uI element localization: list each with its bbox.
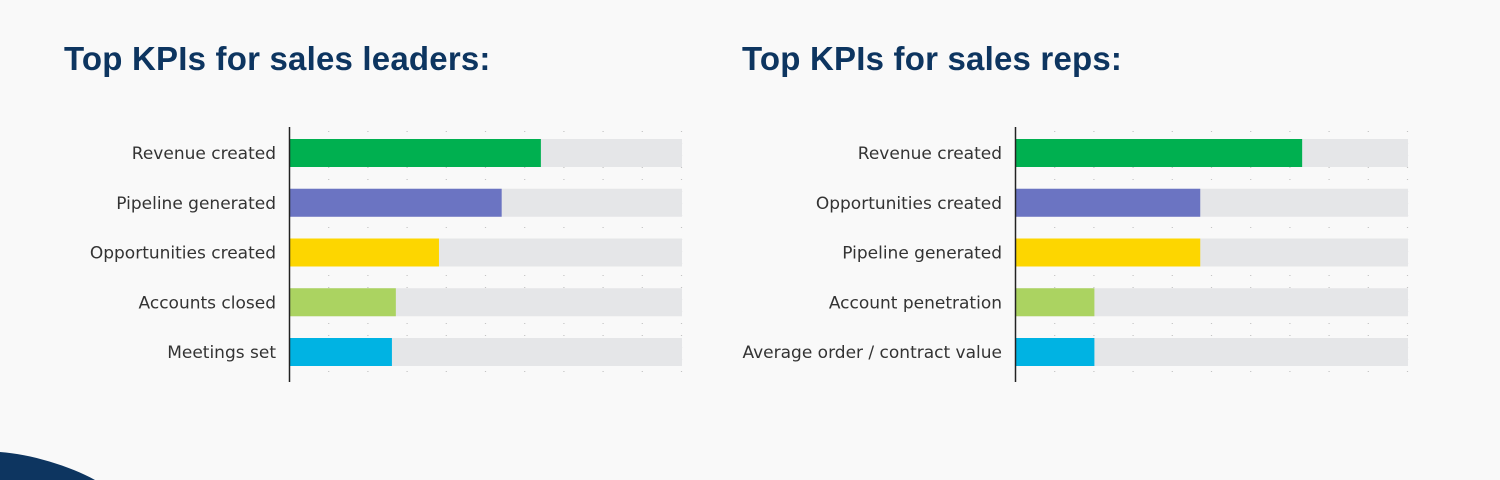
bar [1016,338,1095,366]
category-label: Average order / contract value [742,343,1002,363]
bar [1016,288,1095,317]
chart-title-sales-reps: Top KPIs for sales reps: [742,40,1123,77]
category-label: Opportunities created [816,194,1002,214]
bar [1016,188,1201,217]
category-label: Pipeline generated [116,194,276,214]
category-label: Revenue created [132,144,276,164]
bar [290,288,396,317]
category-label: Revenue created [858,144,1002,164]
bar [1016,238,1201,267]
category-label: Pipeline generated [842,244,1002,264]
bar [290,338,392,366]
category-label: Accounts closed [139,293,276,313]
bar [1016,139,1303,167]
bar [290,139,541,167]
bar [290,188,502,217]
chart-sales-leaders: Revenue created Pipeline generated Opportu… [90,127,683,382]
bar [290,238,439,267]
chart-sales-reps: Revenue created Opportunities created Pipe… [742,127,1409,382]
category-label: Meetings set [167,343,276,363]
category-label: Account penetration [829,293,1002,313]
chart-title-sales-leaders: Top KPIs for sales leaders: [64,40,491,77]
category-label: Opportunities created [90,244,276,264]
